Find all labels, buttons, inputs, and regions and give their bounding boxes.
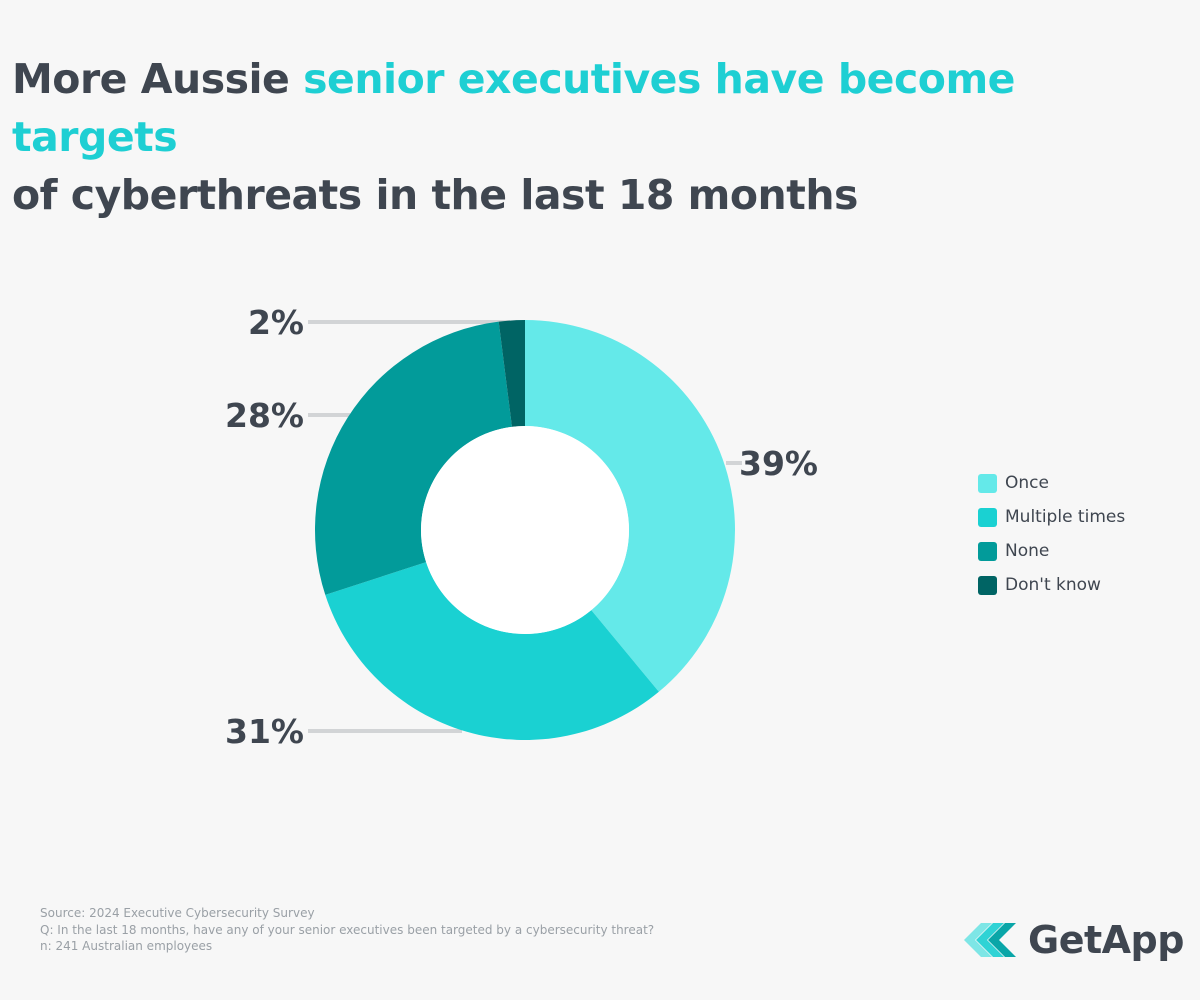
value-labels: 39% 31% 28% 2% bbox=[225, 303, 818, 751]
question-line: Q: In the last 18 months, have any of yo… bbox=[40, 922, 655, 937]
legend-swatch-multiple-times bbox=[978, 507, 997, 527]
slice-none bbox=[315, 321, 512, 595]
legend-item-dont-know: Don't know bbox=[978, 568, 1125, 602]
source-footer: Source: 2024 Executive Cybersecurity Sur… bbox=[40, 905, 654, 955]
sample-line: n: 241 Australian employees bbox=[40, 939, 213, 953]
donut-hole bbox=[421, 426, 629, 634]
source-line: Source: 2024 Executive Cybersecurity Sur… bbox=[40, 906, 315, 920]
value-label-none: 28% bbox=[225, 396, 304, 435]
legend-label: Once bbox=[1005, 473, 1049, 493]
legend-swatch-none bbox=[978, 541, 997, 561]
legend-swatch-once bbox=[978, 473, 997, 493]
legend-swatch-dont-know bbox=[978, 575, 997, 595]
value-label-dont-know: 2% bbox=[248, 303, 304, 342]
legend-item-once: Once bbox=[978, 466, 1125, 500]
title-part-2: of cyberthreats in the last 18 months bbox=[12, 171, 858, 219]
legend-label: None bbox=[1005, 541, 1050, 561]
title-part-1: More Aussie bbox=[12, 55, 304, 103]
legend: Once Multiple times None Don't know bbox=[978, 466, 1125, 602]
legend-label: Multiple times bbox=[1005, 507, 1126, 527]
value-label-multiple-times: 31% bbox=[225, 712, 304, 751]
legend-label: Don't know bbox=[1005, 575, 1101, 595]
legend-item-multiple-times: Multiple times bbox=[978, 500, 1125, 534]
slice-multiple-times bbox=[325, 562, 659, 740]
title-highlight: senior executives have become targets bbox=[12, 55, 1016, 161]
chart-title: More Aussie senior executives have becom… bbox=[12, 50, 1182, 224]
getapp-logo-icon bbox=[964, 923, 1016, 957]
value-label-once: 39% bbox=[739, 444, 818, 483]
donut-slices bbox=[315, 320, 736, 740]
brand-name: GetApp bbox=[1028, 918, 1184, 962]
leader-lines bbox=[308, 320, 742, 733]
slice-dont-know bbox=[498, 320, 525, 427]
legend-item-none: None bbox=[978, 534, 1125, 568]
slice-once bbox=[525, 320, 736, 692]
getapp-logo: GetApp bbox=[962, 918, 1184, 962]
